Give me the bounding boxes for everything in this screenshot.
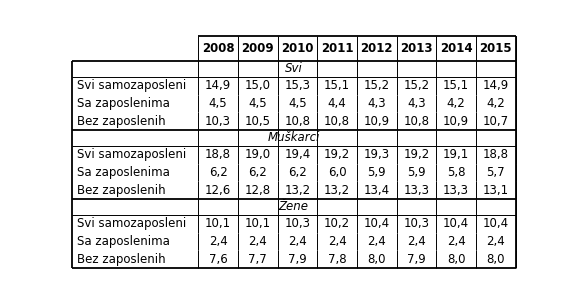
Text: 15,1: 15,1 [324,79,350,92]
Text: 2,4: 2,4 [486,235,505,248]
Text: 10,5: 10,5 [245,115,270,128]
Text: Bez zaposlenih: Bez zaposlenih [77,253,166,265]
Text: 15,0: 15,0 [245,79,270,92]
Text: 2010: 2010 [281,42,313,55]
Text: 2009: 2009 [241,42,274,55]
Text: Žene: Žene [278,200,309,213]
Text: 10,9: 10,9 [364,115,390,128]
Text: 12,6: 12,6 [205,184,231,197]
Text: 19,2: 19,2 [403,148,430,161]
Text: 13,4: 13,4 [364,184,390,197]
Text: 10,9: 10,9 [443,115,469,128]
Text: 2,4: 2,4 [328,235,347,248]
Text: 14,9: 14,9 [205,79,231,92]
Text: 12,8: 12,8 [245,184,271,197]
Text: 5,7: 5,7 [486,166,505,179]
Text: 7,8: 7,8 [328,253,347,265]
Text: 10,3: 10,3 [403,217,430,230]
Text: Bez zaposlenih: Bez zaposlenih [77,184,166,197]
Text: 2013: 2013 [400,42,433,55]
Text: 4,2: 4,2 [447,97,465,110]
Text: 18,8: 18,8 [205,148,231,161]
Text: 7,9: 7,9 [288,253,307,265]
Text: 10,3: 10,3 [205,115,231,128]
Text: 19,3: 19,3 [364,148,390,161]
Text: 18,8: 18,8 [483,148,509,161]
Text: 4,3: 4,3 [407,97,426,110]
Text: 10,7: 10,7 [483,115,509,128]
Text: 10,4: 10,4 [483,217,509,230]
Text: 2012: 2012 [360,42,393,55]
Text: Sa zaposlenima: Sa zaposlenima [77,235,170,248]
Text: 19,4: 19,4 [284,148,311,161]
Text: 19,1: 19,1 [443,148,469,161]
Text: 7,6: 7,6 [209,253,227,265]
Text: 5,8: 5,8 [447,166,465,179]
Text: 6,2: 6,2 [248,166,267,179]
Text: 14,9: 14,9 [482,79,509,92]
Text: 5,9: 5,9 [367,166,386,179]
Text: 10,1: 10,1 [245,217,271,230]
Text: 4,2: 4,2 [486,97,505,110]
Text: 8,0: 8,0 [447,253,465,265]
Text: 2015: 2015 [480,42,512,55]
Text: Muškarci: Muškarci [268,132,320,144]
Text: 10,8: 10,8 [324,115,350,128]
Text: 13,2: 13,2 [284,184,311,197]
Text: 13,2: 13,2 [324,184,350,197]
Text: 2008: 2008 [202,42,234,55]
Text: Svi samozaposleni: Svi samozaposleni [77,148,186,161]
Text: 10,2: 10,2 [324,217,350,230]
Text: 10,4: 10,4 [364,217,390,230]
Text: Sa zaposlenima: Sa zaposlenima [77,166,170,179]
Text: 19,2: 19,2 [324,148,350,161]
Text: 15,2: 15,2 [364,79,390,92]
Text: 2014: 2014 [440,42,473,55]
Text: 15,3: 15,3 [284,79,311,92]
Text: 7,9: 7,9 [407,253,426,265]
Text: 5,9: 5,9 [407,166,426,179]
Text: 10,4: 10,4 [443,217,469,230]
Text: 4,5: 4,5 [209,97,227,110]
Text: 10,3: 10,3 [284,217,311,230]
Text: 4,4: 4,4 [328,97,347,110]
Text: 2,4: 2,4 [407,235,426,248]
Text: 2,4: 2,4 [288,235,307,248]
Text: 6,2: 6,2 [209,166,227,179]
Text: 8,0: 8,0 [486,253,505,265]
Text: 10,8: 10,8 [284,115,311,128]
Text: 4,5: 4,5 [288,97,307,110]
Text: 2011: 2011 [321,42,354,55]
Text: 6,2: 6,2 [288,166,307,179]
Text: 13,3: 13,3 [443,184,469,197]
Text: 2,4: 2,4 [447,235,465,248]
Text: 4,5: 4,5 [249,97,267,110]
Text: 2,4: 2,4 [248,235,267,248]
Text: 4,3: 4,3 [367,97,386,110]
Text: 10,1: 10,1 [205,217,231,230]
Text: Sa zaposlenima: Sa zaposlenima [77,97,170,110]
Text: Svi samozaposleni: Svi samozaposleni [77,79,186,92]
Text: 10,8: 10,8 [403,115,430,128]
Text: 13,1: 13,1 [483,184,509,197]
Text: Svi samozaposleni: Svi samozaposleni [77,217,186,230]
Text: 6,0: 6,0 [328,166,347,179]
Text: Svi: Svi [285,62,303,76]
Text: Bez zaposlenih: Bez zaposlenih [77,115,166,128]
Text: 7,7: 7,7 [248,253,267,265]
Text: 8,0: 8,0 [367,253,386,265]
Text: 2,4: 2,4 [367,235,386,248]
Text: 19,0: 19,0 [245,148,271,161]
Text: 15,2: 15,2 [403,79,430,92]
Text: 2,4: 2,4 [209,235,227,248]
Text: 13,3: 13,3 [403,184,430,197]
Text: 15,1: 15,1 [443,79,469,92]
